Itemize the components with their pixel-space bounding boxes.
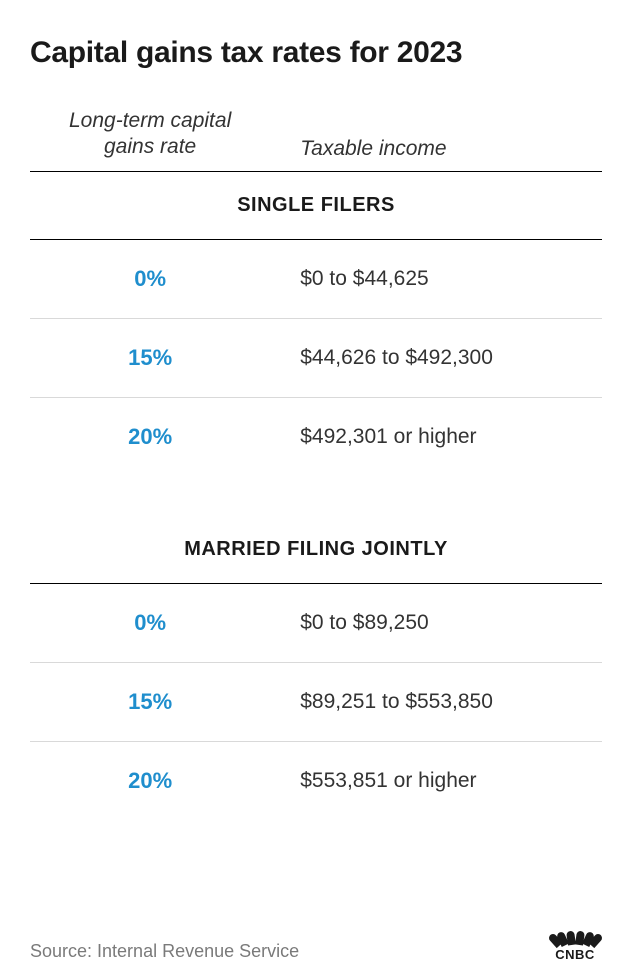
income-cell: $0 to $89,250 bbox=[270, 611, 602, 635]
rate-cell: 0% bbox=[30, 610, 270, 636]
table-row: 20%$553,851 or higher bbox=[30, 742, 602, 820]
table-row: 20%$492,301 or higher bbox=[30, 398, 602, 476]
rate-cell: 20% bbox=[30, 424, 270, 450]
income-cell: $553,851 or higher bbox=[270, 769, 602, 793]
rate-header-line2: gains rate bbox=[104, 135, 196, 158]
table-row: 0%$0 to $44,625 bbox=[30, 240, 602, 319]
table-row: 0%$0 to $89,250 bbox=[30, 584, 602, 663]
income-cell: $0 to $44,625 bbox=[270, 267, 602, 291]
table-row: 15%$89,251 to $553,850 bbox=[30, 663, 602, 742]
section-heading: SINGLE FILERS bbox=[30, 172, 602, 240]
rate-header-line1: Long-term capital bbox=[69, 109, 231, 132]
section-gap bbox=[30, 476, 602, 516]
rate-cell: 0% bbox=[30, 266, 270, 292]
rate-column-header: Long-term capital gains rate bbox=[30, 108, 270, 161]
income-cell: $89,251 to $553,850 bbox=[270, 690, 602, 714]
logo-text: CNBC bbox=[555, 947, 595, 962]
section-heading: MARRIED FILING JOINTLY bbox=[30, 516, 602, 584]
rate-cell: 15% bbox=[30, 689, 270, 715]
column-headers: Long-term capital gains rate Taxable inc… bbox=[30, 108, 602, 172]
income-column-header: Taxable income bbox=[270, 137, 602, 161]
rate-cell: 20% bbox=[30, 768, 270, 794]
income-cell: $44,626 to $492,300 bbox=[270, 346, 602, 370]
footer: Source: Internal Revenue Service CNBC bbox=[30, 931, 602, 962]
chart-title: Capital gains tax rates for 2023 bbox=[30, 36, 602, 70]
table-row: 15%$44,626 to $492,300 bbox=[30, 319, 602, 398]
income-cell: $492,301 or higher bbox=[270, 425, 602, 449]
source-text: Source: Internal Revenue Service bbox=[30, 941, 299, 962]
cnbc-logo: CNBC bbox=[548, 931, 602, 962]
rate-cell: 15% bbox=[30, 345, 270, 371]
peacock-icon bbox=[548, 931, 602, 945]
